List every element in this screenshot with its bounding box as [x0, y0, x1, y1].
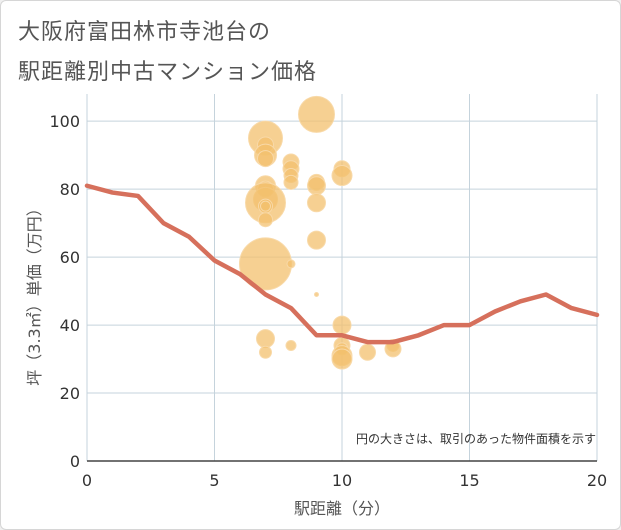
y-tick-label: 80 — [60, 180, 80, 199]
chart-title-line-2: 駅距離別中古マンション価格 — [18, 60, 318, 85]
data-bubble — [331, 348, 353, 370]
y-axis-label: 坪（3.3㎡）単価（万円） — [25, 200, 44, 385]
y-tick-label: 20 — [60, 384, 80, 403]
y-tick-label: 40 — [60, 316, 80, 335]
data-bubble — [307, 193, 326, 213]
data-bubble — [331, 165, 353, 187]
x-tick-label: 0 — [82, 471, 92, 490]
size-legend-note: 円の大きさは、取引のあった物件面積を示す — [356, 431, 596, 446]
x-tick-label: 15 — [459, 471, 479, 490]
x-tick-label: 5 — [209, 471, 219, 490]
chart-title-line-1: 大阪府富田林市寺池台の — [18, 20, 272, 45]
data-bubble — [286, 259, 296, 269]
data-bubble — [332, 315, 352, 335]
y-tick-label: 0 — [70, 452, 80, 471]
data-bubble — [285, 339, 297, 351]
grid-lines — [86, 94, 598, 462]
trend-line — [84, 183, 600, 345]
data-bubble — [257, 150, 274, 168]
data-bubble — [283, 174, 299, 190]
data-bubble — [314, 291, 319, 297]
trend-line-layer — [84, 183, 600, 345]
data-bubble — [260, 200, 271, 212]
x-tick-label: 10 — [332, 471, 352, 490]
y-tick-label: 60 — [60, 248, 80, 267]
data-bubble — [259, 345, 272, 359]
data-bubble — [307, 230, 326, 250]
x-tick-label: 20 — [587, 471, 607, 490]
tick-labels: 0 5 10 15 20 0 20 40 60 80 100 — [49, 112, 607, 490]
x-axis-label: 駅距離（分） — [294, 499, 390, 518]
data-bubble — [256, 329, 275, 349]
data-bubble — [359, 343, 376, 361]
y-tick-label: 100 — [49, 112, 80, 131]
bubble-layer — [239, 95, 402, 370]
data-bubble — [298, 95, 335, 133]
data-bubble — [258, 212, 273, 228]
data-bubble — [307, 176, 326, 196]
